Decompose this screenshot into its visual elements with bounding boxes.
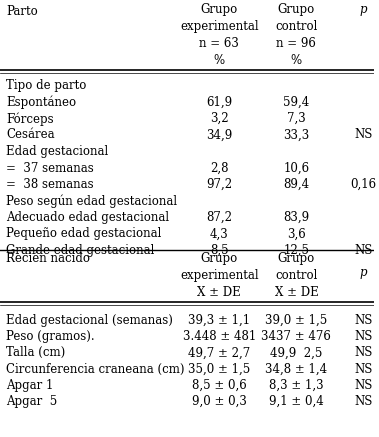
Text: =  37 semanas: = 37 semanas bbox=[6, 162, 94, 174]
Text: 9,1 ± 0,4: 9,1 ± 0,4 bbox=[269, 395, 324, 408]
Text: Apgar 1: Apgar 1 bbox=[6, 379, 53, 392]
Text: Espontáneo: Espontáneo bbox=[6, 96, 76, 109]
Text: 7,3: 7,3 bbox=[287, 112, 306, 125]
Text: Cesárea: Cesárea bbox=[6, 128, 55, 142]
Text: Adecuado edad gestacional: Adecuado edad gestacional bbox=[6, 211, 169, 224]
Text: 3,6: 3,6 bbox=[287, 228, 306, 240]
Text: NS: NS bbox=[354, 330, 373, 343]
Text: Grupo
experimental
n = 63
%: Grupo experimental n = 63 % bbox=[180, 3, 258, 67]
Text: NS: NS bbox=[354, 314, 373, 327]
Text: Peso según edad gestacional: Peso según edad gestacional bbox=[6, 194, 177, 208]
Text: 8,5: 8,5 bbox=[210, 244, 229, 257]
Text: p: p bbox=[360, 3, 367, 16]
Text: =  38 semanas: = 38 semanas bbox=[6, 178, 94, 191]
Text: Grupo
control
n = 96
%: Grupo control n = 96 % bbox=[275, 3, 318, 67]
Text: NS: NS bbox=[354, 379, 373, 392]
Text: 3437 ± 476: 3437 ± 476 bbox=[262, 330, 331, 343]
Text: 2,8: 2,8 bbox=[210, 162, 229, 174]
Text: 3,2: 3,2 bbox=[210, 112, 229, 125]
Text: 83,9: 83,9 bbox=[283, 211, 310, 224]
Text: 12,5: 12,5 bbox=[283, 244, 309, 257]
Text: Pequeño edad gestacional: Pequeño edad gestacional bbox=[6, 228, 161, 240]
Text: Peso (gramos).: Peso (gramos). bbox=[6, 330, 94, 343]
Text: 3.448 ± 481: 3.448 ± 481 bbox=[183, 330, 256, 343]
Text: Fórceps: Fórceps bbox=[6, 112, 53, 125]
Text: Grupo
experimental
X ± DE: Grupo experimental X ± DE bbox=[180, 252, 258, 299]
Text: p: p bbox=[360, 266, 367, 279]
Text: Edad gestacional: Edad gestacional bbox=[6, 145, 108, 158]
Text: 49,7 ± 2,7: 49,7 ± 2,7 bbox=[188, 347, 251, 359]
Text: 4,3: 4,3 bbox=[210, 228, 229, 240]
Text: NS: NS bbox=[354, 128, 373, 142]
Text: NS: NS bbox=[354, 244, 373, 257]
Text: 34,9: 34,9 bbox=[206, 128, 232, 142]
Text: 33,3: 33,3 bbox=[283, 128, 310, 142]
Text: Grande edad gestacional: Grande edad gestacional bbox=[6, 244, 154, 257]
Text: NS: NS bbox=[354, 395, 373, 408]
Text: Recién nacido: Recién nacido bbox=[6, 252, 90, 265]
Text: 35,0 ± 1,5: 35,0 ± 1,5 bbox=[188, 363, 251, 375]
Text: Grupo
control
X ± DE: Grupo control X ± DE bbox=[274, 252, 318, 299]
Text: 34,8 ± 1,4: 34,8 ± 1,4 bbox=[265, 363, 327, 375]
Text: 87,2: 87,2 bbox=[206, 211, 232, 224]
Text: 49,9  2,5: 49,9 2,5 bbox=[270, 347, 323, 359]
Text: Talla (cm): Talla (cm) bbox=[6, 347, 65, 359]
Text: Edad gestacional (semanas): Edad gestacional (semanas) bbox=[6, 314, 173, 327]
Text: Apgar  5: Apgar 5 bbox=[6, 395, 57, 408]
Text: NS: NS bbox=[354, 363, 373, 375]
Text: 59,4: 59,4 bbox=[283, 96, 310, 108]
Text: 61,9: 61,9 bbox=[206, 96, 232, 108]
Text: 8,5 ± 0,6: 8,5 ± 0,6 bbox=[192, 379, 247, 392]
Text: Tipo de parto: Tipo de parto bbox=[6, 79, 86, 92]
Text: 10,6: 10,6 bbox=[283, 162, 310, 174]
Text: NS: NS bbox=[354, 347, 373, 359]
Text: 0,16: 0,16 bbox=[351, 178, 377, 191]
Text: 89,4: 89,4 bbox=[283, 178, 310, 191]
Text: Circunferencia craneana (cm): Circunferencia craneana (cm) bbox=[6, 363, 185, 375]
Text: 97,2: 97,2 bbox=[206, 178, 232, 191]
Text: Parto: Parto bbox=[6, 5, 38, 18]
Text: 39,0 ± 1,5: 39,0 ± 1,5 bbox=[265, 314, 327, 327]
Text: 8,3 ± 1,3: 8,3 ± 1,3 bbox=[269, 379, 324, 392]
Text: 39,3 ± 1,1: 39,3 ± 1,1 bbox=[188, 314, 251, 327]
Text: 9,0 ± 0,3: 9,0 ± 0,3 bbox=[192, 395, 247, 408]
